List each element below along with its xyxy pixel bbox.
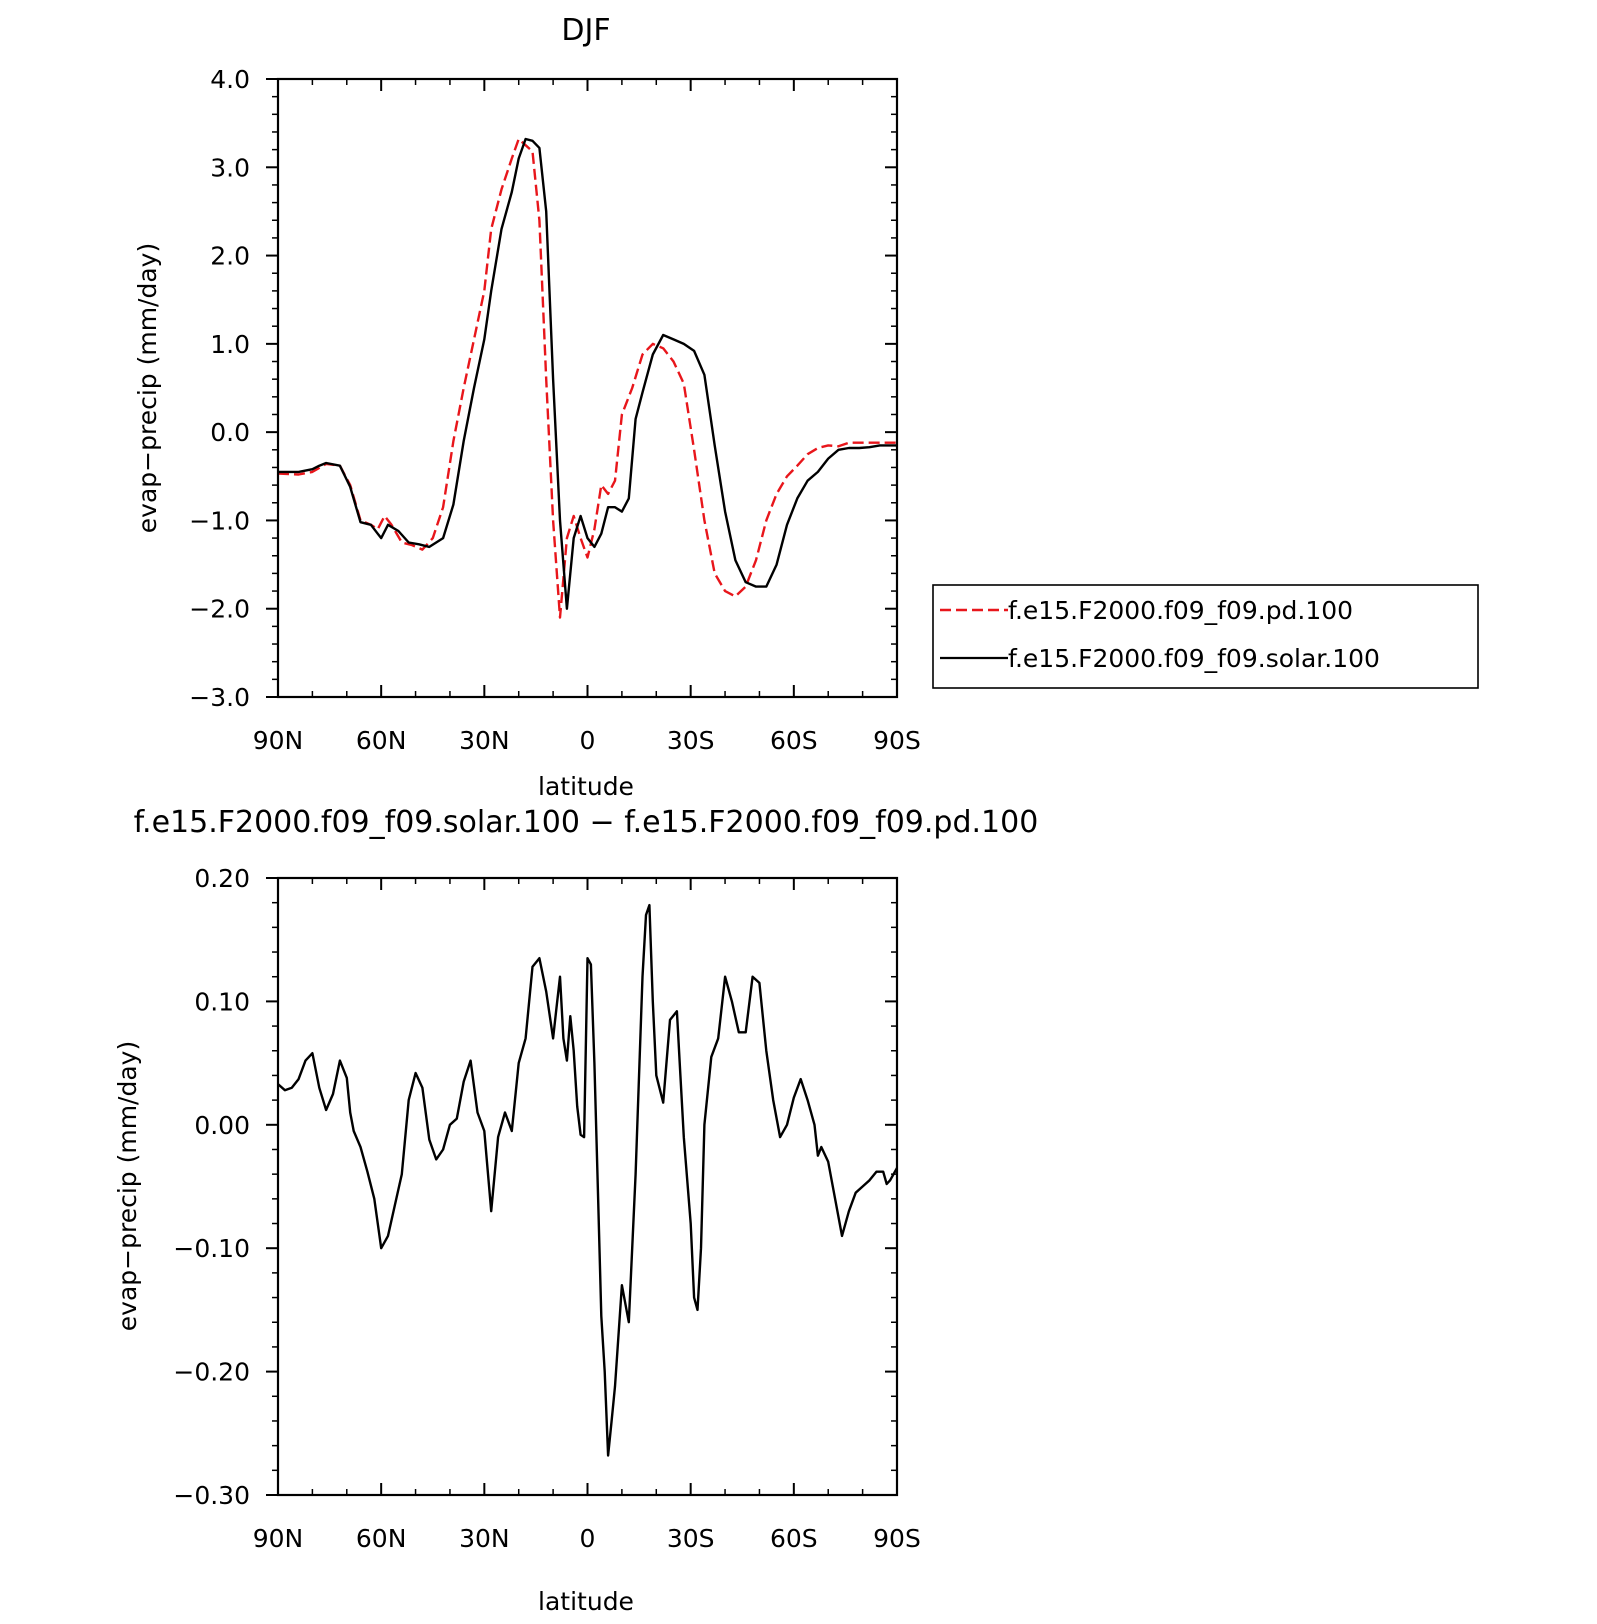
top-y-tick-label: 1.0 xyxy=(210,330,250,359)
bottom-x-axis-label: latitude xyxy=(538,1587,634,1616)
legend-label-pd: f.e15.F2000.f09_f09.pd.100 xyxy=(1008,596,1353,625)
bottom-series-group xyxy=(277,903,899,1457)
top-x-tick-label: 0 xyxy=(580,726,596,755)
bottom-panel: f.e15.F2000.f09_f09.solar.100 − f.e15.F2… xyxy=(113,805,1038,1616)
top-x-tick-label: 30N xyxy=(459,726,510,755)
legend-label-solar: f.e15.F2000.f09_f09.solar.100 xyxy=(1008,644,1380,673)
bottom-x-tick-label: 60S xyxy=(770,1524,818,1553)
bottom-series-line-0 xyxy=(277,903,899,1457)
bottom-x-tick-label: 0 xyxy=(580,1524,596,1553)
bottom-y-tick-label: −0.20 xyxy=(173,1358,250,1387)
bottom-y-tick-label: 0.00 xyxy=(194,1111,250,1140)
bottom-y-tick-label: 0.10 xyxy=(194,987,250,1016)
top-y-tick-label: −3.0 xyxy=(189,683,250,712)
bottom-x-tick-label: 90S xyxy=(873,1524,921,1553)
legend-box xyxy=(932,584,1479,689)
top-y-tick-label: 2.0 xyxy=(210,242,250,271)
bottom-ticks-group: 90N 60N 30N 0 30S 60S 90S 0.20 0.10 0.00 −0.10 −0.2… xyxy=(173,864,920,1553)
top-y-tick-label: −2.0 xyxy=(189,595,250,624)
top-y-axis-label: evap−precip (mm/day) xyxy=(133,243,162,533)
top-x-tick-label: 90S xyxy=(873,726,921,755)
top-series-line-1 xyxy=(278,137,897,610)
bottom-x-tick-label: 30N xyxy=(459,1524,510,1553)
bottom-y-tick-label: −0.30 xyxy=(173,1481,250,1510)
legend: f.e15.F2000.f09_f09.pd.100 f.e15.F2000.f… xyxy=(932,584,1479,689)
top-x-axis-label: latitude xyxy=(538,772,634,801)
top-x-tick-label: 90N xyxy=(253,726,304,755)
top-y-tick-label: 3.0 xyxy=(210,153,250,182)
top-ticks-group: 90N 60N 30N 0 30S 60S 90S 4.0 3.0 2.0 1.0 0.0 −1.0 −2… xyxy=(189,65,921,755)
top-y-tick-label: 4.0 xyxy=(210,65,250,94)
bottom-x-tick-label: 30S xyxy=(667,1524,715,1553)
bottom-y-axis-label: evap−precip (mm/day) xyxy=(113,1041,142,1331)
top-panel-title: DJF xyxy=(561,13,610,48)
bottom-x-tick-label: 90N xyxy=(253,1524,304,1553)
bottom-y-tick-label: −0.10 xyxy=(173,1234,250,1263)
top-x-tick-label: 60S xyxy=(770,726,818,755)
top-series-line-0 xyxy=(277,137,897,619)
bottom-panel-title: f.e15.F2000.f09_f09.solar.100 − f.e15.F2… xyxy=(134,805,1039,840)
top-y-tick-label: 0.0 xyxy=(210,418,250,447)
top-panel: DJF 90N 60N 30N 0 30S 60S 90S 4.0 3.0 2.0 1.0 0.0 −1… xyxy=(133,13,921,801)
top-series-group xyxy=(277,137,897,619)
top-x-tick-label: 30S xyxy=(667,726,715,755)
top-y-tick-label: −1.0 xyxy=(189,506,250,535)
bottom-x-tick-label: 60N xyxy=(356,1524,407,1553)
top-x-tick-label: 60N xyxy=(356,726,407,755)
bottom-y-tick-label: 0.20 xyxy=(194,864,250,893)
